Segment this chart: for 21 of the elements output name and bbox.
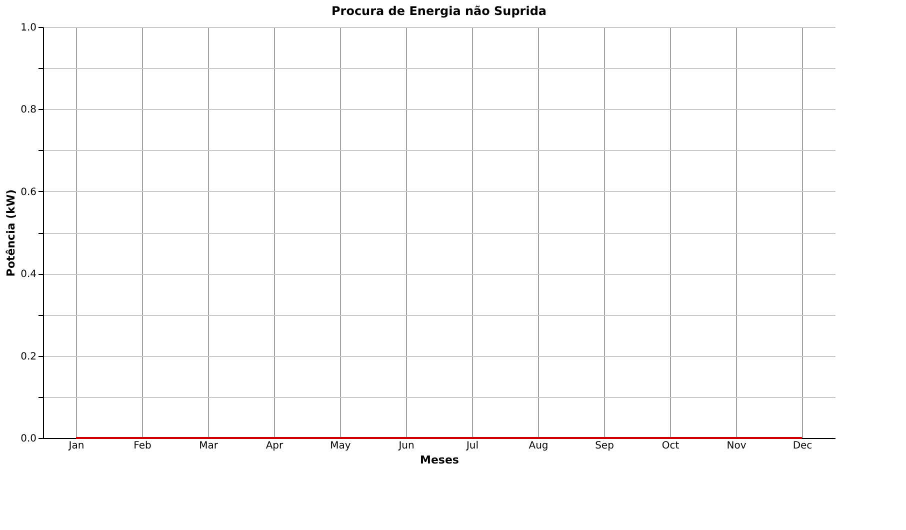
x-tick-label: Aug bbox=[528, 440, 548, 452]
y-tick-label: 0.6 bbox=[20, 186, 36, 198]
y-tick-label: 0.0 bbox=[20, 434, 36, 444]
x-tick-label: Sep bbox=[595, 440, 614, 452]
y-tick-label: 1.0 bbox=[20, 22, 36, 34]
y-tick-label: 0.2 bbox=[20, 351, 36, 362]
y-axis-title: Potência (kW) bbox=[4, 189, 18, 277]
x-tick-label: Jan bbox=[68, 440, 84, 452]
x-tick-label: Feb bbox=[134, 440, 152, 452]
x-tick-label: Jun bbox=[398, 440, 414, 452]
chart-title: Procura de Energia não Suprida bbox=[331, 4, 547, 18]
x-axis-title: Meses bbox=[420, 454, 460, 466]
x-tick-label: Dec bbox=[792, 440, 812, 452]
x-tick-label: Mar bbox=[199, 440, 219, 452]
y-tick-label: 0.8 bbox=[20, 104, 36, 116]
x-tick-label: Oct bbox=[662, 440, 680, 452]
x-tick-label: Jul bbox=[465, 440, 479, 452]
x-tick-label: Nov bbox=[726, 440, 746, 452]
y-tick-label: 0.4 bbox=[20, 269, 36, 280]
x-tick-label: May bbox=[330, 440, 351, 452]
x-tick-label: Apr bbox=[266, 440, 284, 452]
